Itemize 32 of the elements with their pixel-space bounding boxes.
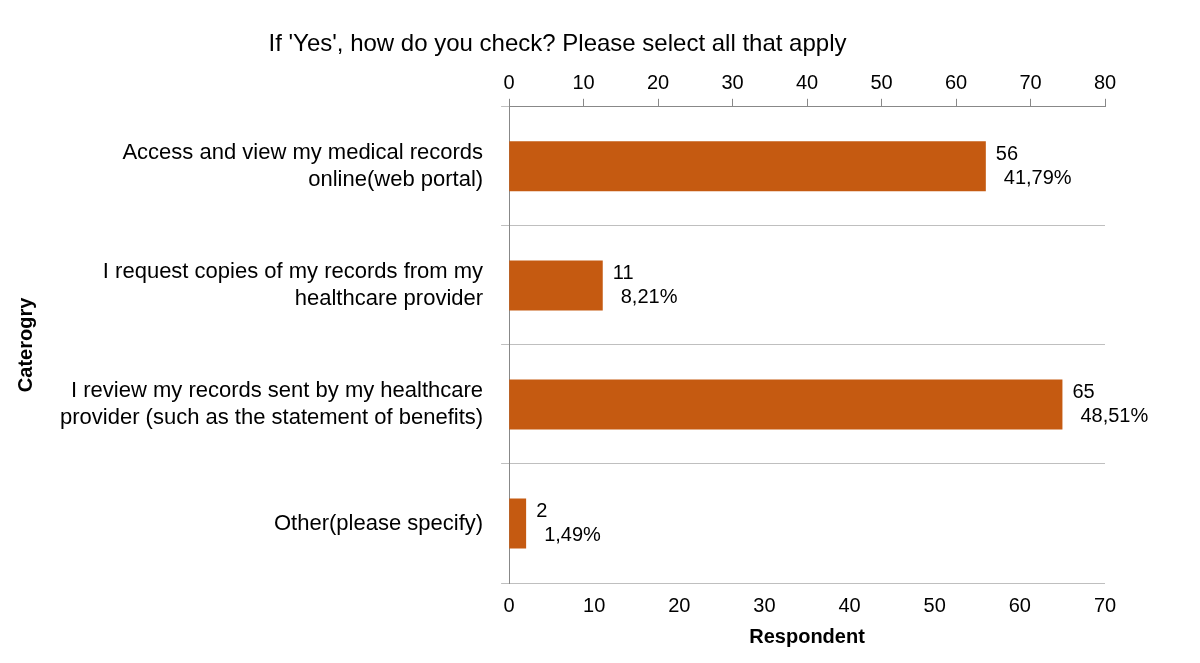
y-tick-label: Access and view my medical records online(web portal)	[122, 139, 484, 191]
y-axis-title: Caterogry	[13, 296, 36, 393]
x2-tick-label: 60	[944, 71, 968, 94]
x-tick-label: 0	[503, 593, 515, 616]
bar	[509, 141, 986, 192]
x2-tick-label: 10	[572, 71, 595, 94]
bar	[509, 260, 603, 311]
data-label: 11 8,21%	[612, 260, 678, 307]
data-label: 56 41,79%	[995, 141, 1072, 188]
x-tick-label: 60	[1008, 593, 1031, 616]
x-tick-label: 20	[668, 593, 691, 616]
x2-tick-label: 40	[795, 71, 819, 94]
x-axis-title: Respondent	[749, 624, 866, 647]
y-tick-label: I review my records sent by my healthcare provider (such as the statement of benefits)	[59, 377, 484, 429]
x-tick-label: 40	[838, 593, 861, 616]
data-label: 65 48,51%	[1072, 379, 1149, 426]
data-label: 2 1,49%	[536, 498, 602, 545]
x2-tick-label: 50	[870, 71, 893, 94]
x2-tick-label: 30	[721, 71, 744, 94]
bar	[509, 498, 527, 549]
y-tick-label: I request copies of my records from my healthcare provider	[102, 258, 484, 310]
x2-tick-label: 20	[646, 71, 670, 94]
x-tick-label: 30	[753, 593, 776, 616]
x-tick-label: 50	[923, 593, 946, 616]
x2-tick-label: 70	[1019, 71, 1042, 94]
x2-tick-label: 80	[1093, 71, 1117, 94]
x-tick-label: 70	[1093, 593, 1117, 616]
chart-title: If 'Yes', how do you check? Please select all that apply	[268, 29, 847, 57]
bar	[509, 379, 1063, 430]
x-tick-label: 10	[583, 593, 606, 616]
x2-tick-label: 0	[503, 71, 515, 94]
y-tick-label: Other(please specify)	[274, 509, 484, 535]
